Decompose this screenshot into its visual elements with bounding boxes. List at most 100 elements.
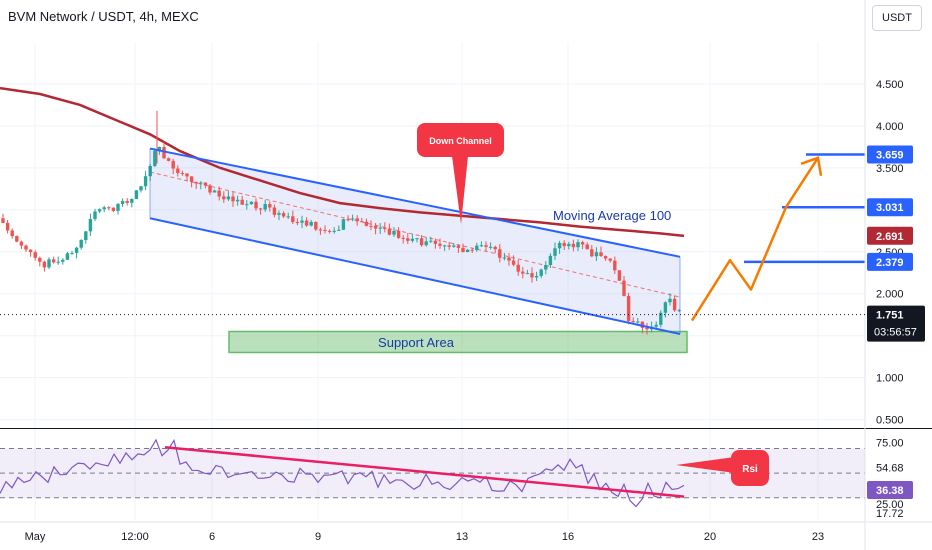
candle-body	[125, 200, 129, 203]
candle-body	[461, 247, 465, 253]
candle-body	[392, 230, 396, 235]
candle-body	[672, 298, 677, 311]
callout-pointer	[452, 156, 468, 224]
candle-body	[626, 295, 631, 322]
candle-body	[479, 245, 484, 247]
candle-body	[212, 190, 217, 193]
candle-body	[245, 204, 249, 206]
candle-body	[157, 146, 162, 151]
candle-body	[608, 258, 612, 261]
candle-body	[208, 185, 212, 193]
candle-body	[189, 176, 194, 182]
candle-body	[291, 216, 295, 223]
moving-average-line	[0, 86, 685, 238]
rsi-trendline	[164, 446, 685, 498]
candle-body	[28, 249, 33, 253]
rsi-callout-label: Rsi	[742, 464, 758, 475]
candle-body	[286, 216, 290, 218]
candle-body	[438, 243, 442, 246]
channel-lower-line	[149, 217, 681, 335]
candle-body	[162, 146, 166, 159]
price-tick-label: 4.000	[876, 121, 904, 133]
candle-body	[102, 207, 106, 210]
rsi-line	[0, 438, 685, 508]
candle-body	[511, 260, 516, 265]
candle-body	[341, 219, 346, 230]
channel-fill	[149, 148, 681, 335]
candle-body	[134, 190, 139, 200]
time-tick-label: 23	[812, 531, 824, 543]
candle-body	[38, 257, 42, 262]
candle-body	[295, 222, 300, 224]
projection-path	[690, 156, 823, 322]
candle-body	[10, 230, 14, 237]
candle-body	[470, 249, 474, 251]
chart-title: BVM Network / USDT, 4h, MEXC	[8, 9, 199, 24]
candle-body	[272, 207, 277, 215]
candle-body	[88, 219, 93, 232]
candle-body	[309, 221, 313, 226]
candle-body	[171, 160, 175, 169]
candle-body	[516, 264, 520, 272]
candle-body	[677, 310, 681, 312]
candle-body	[415, 238, 419, 240]
candle-body	[24, 245, 28, 250]
current-price-label: 1.751	[876, 310, 904, 322]
candle-body	[240, 199, 244, 205]
level-price-label: 3.659	[876, 150, 904, 162]
candle-body	[562, 242, 566, 247]
support-area-label: Support Area	[378, 335, 455, 350]
candle-body	[217, 190, 221, 197]
candle-body	[258, 208, 263, 210]
price-tick-label: 3.500	[876, 163, 904, 175]
candle-body	[143, 176, 148, 187]
candle-body	[222, 196, 226, 200]
price-tick-label: 1.000	[876, 373, 904, 385]
candle-body	[281, 213, 286, 217]
candle-body	[51, 259, 56, 263]
candle-body	[97, 209, 102, 212]
rsi-current-tag	[867, 480, 913, 499]
rsi-tick-label: 17.72	[876, 508, 904, 520]
currency-button[interactable]: USDT	[872, 5, 922, 31]
candle-body	[475, 245, 479, 251]
candle-body	[130, 199, 134, 203]
candle-body	[640, 321, 645, 328]
candle-body	[378, 227, 382, 229]
time-tick-label: 16	[562, 531, 574, 543]
rsi-tick-label: 25.00	[876, 499, 904, 511]
candle-body	[636, 321, 640, 323]
time-tick-label: 20	[704, 531, 716, 543]
candle-body	[659, 312, 663, 325]
candle-body	[396, 230, 401, 238]
candle-body	[410, 238, 415, 241]
candle-body	[419, 238, 424, 246]
current-price-tag	[867, 305, 925, 342]
time-tick-label: 6	[209, 531, 215, 543]
candle-body	[502, 257, 507, 259]
moving-average-label: Moving Average 100	[553, 208, 671, 223]
candle-body	[176, 168, 180, 174]
candle-body	[5, 222, 10, 231]
candle-body	[498, 249, 502, 258]
candle-body	[116, 203, 120, 211]
candle-body	[484, 245, 488, 247]
candle-body	[120, 200, 125, 204]
time-tick-label: May	[25, 531, 46, 543]
candle-body	[663, 302, 668, 313]
candle-body	[364, 221, 369, 226]
rsi-tick-label: 75.00	[876, 437, 904, 449]
rsi-panel: Rsi	[0, 428, 932, 508]
candle-body	[645, 327, 649, 330]
candle-body	[56, 261, 60, 263]
candle-body	[383, 227, 387, 229]
candle-body	[654, 324, 658, 327]
candle-body	[525, 273, 530, 275]
grid	[0, 42, 865, 520]
candle-body	[139, 186, 143, 191]
candle-body	[631, 321, 635, 323]
candle-body	[15, 236, 19, 242]
moving-average-100-line	[0, 86, 685, 238]
